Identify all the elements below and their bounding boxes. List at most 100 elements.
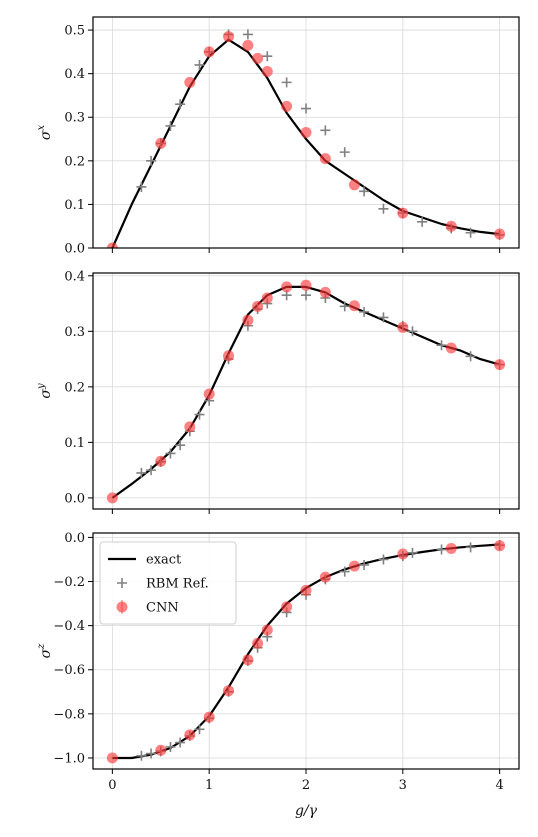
series-cnn-point xyxy=(494,540,506,552)
series-cnn-point xyxy=(348,560,360,572)
series-cnn-point xyxy=(261,292,273,304)
series-rbm-ref-point xyxy=(136,750,147,761)
series-cnn-point xyxy=(445,542,457,554)
series-rbm-ref-point xyxy=(407,547,418,558)
series-cnn-point xyxy=(155,744,167,756)
series-rbm-ref-point xyxy=(436,544,447,555)
series-rbm-ref-point xyxy=(146,155,157,166)
y-tick-label: 0.0 xyxy=(64,242,85,257)
series-cnn-point xyxy=(397,207,409,219)
series-cnn-point xyxy=(397,321,409,333)
y-tick-label: −0.6 xyxy=(53,663,85,678)
series-rbm-ref-point xyxy=(378,203,389,214)
sigma-z-panel: 0 1 2 3 4 −1.0 −0.8 −0.6 −0.4 −0.2 0.0 σz exact RBM R… xyxy=(36,531,520,793)
series-rbm-ref-point xyxy=(465,351,476,362)
series-cnn-point xyxy=(252,52,264,64)
series-cnn-point xyxy=(300,127,312,138)
series-cnn-point xyxy=(242,39,254,51)
series-rbm-ref-point xyxy=(262,51,273,62)
y-tick-label: 0.3 xyxy=(64,325,85,340)
series-rbm-ref-point xyxy=(136,181,147,192)
series-cnn-point xyxy=(106,492,118,504)
y-tick-label: −1.0 xyxy=(53,751,85,766)
series-cnn-point xyxy=(184,76,196,88)
series-cnn-point xyxy=(348,179,360,191)
series-cnn-point xyxy=(184,729,196,741)
series-rbm-ref-point xyxy=(359,559,370,570)
series-rbm-ref-point xyxy=(194,724,205,735)
y-axis-label: σx xyxy=(36,125,54,141)
sigma-x-panel: 0.0 0.1 0.2 0.3 0.4 0.5 σx xyxy=(36,16,520,257)
series-cnn-point xyxy=(494,228,506,240)
series-rbm-ref-point xyxy=(194,409,205,420)
series-rbm-ref-point xyxy=(146,748,157,759)
series-cnn-point xyxy=(319,286,331,298)
series-rbm-ref-point xyxy=(194,59,205,70)
series-cnn-point xyxy=(281,601,293,613)
legend-cnn-label: CNN xyxy=(146,601,179,616)
y-tick-label: 0.5 xyxy=(64,24,85,39)
plot-area xyxy=(106,29,506,248)
series-rbm-ref-point xyxy=(359,306,370,317)
series-cnn-point xyxy=(203,711,215,723)
series-cnn-point xyxy=(494,359,506,371)
axes-frame xyxy=(92,16,520,249)
y-tick-label: 0.1 xyxy=(64,198,85,213)
plot-area xyxy=(106,279,506,504)
series-rbm-ref-point xyxy=(465,542,476,553)
series-rbm-ref-point xyxy=(378,312,389,323)
series-cnn-point xyxy=(281,281,293,293)
series-rbm-ref-point xyxy=(339,566,350,577)
series-cnn-point xyxy=(223,685,235,697)
series-cnn-point xyxy=(252,300,264,312)
series-cnn-point xyxy=(155,455,167,467)
series-cnn-point xyxy=(445,342,457,354)
series-cnn-point xyxy=(184,421,196,433)
series-cnn-point xyxy=(106,752,118,764)
series-rbm-ref-point xyxy=(359,186,370,197)
legend-exact-label: exact xyxy=(146,553,182,568)
y-tick-label: −0.2 xyxy=(53,575,85,590)
y-tick-label: −0.8 xyxy=(53,707,85,722)
series-cnn-point xyxy=(223,31,235,43)
plot-area xyxy=(106,540,506,764)
series-cnn-point xyxy=(252,637,264,649)
series-cnn-point xyxy=(106,242,118,248)
y-tick-label: 0.2 xyxy=(64,380,85,395)
series-rbm-ref-point xyxy=(242,29,253,40)
series-exact-line xyxy=(111,38,500,248)
legend-cnn-swatch xyxy=(116,601,128,613)
series-rbm-ref-point xyxy=(320,125,331,136)
series-rbm-ref-point xyxy=(301,290,311,301)
y-tick-label: 0.0 xyxy=(64,491,85,506)
axes-frame xyxy=(92,532,520,770)
y-tick-label: 0.2 xyxy=(64,154,85,169)
series-rbm-ref-point xyxy=(417,216,428,227)
series-rbm-ref-point xyxy=(339,147,350,158)
series-cnn-point xyxy=(203,46,215,58)
series-cnn-point xyxy=(319,153,331,165)
series-rbm-ref-point xyxy=(301,103,311,114)
y-tick-label: 0.3 xyxy=(64,111,85,126)
series-cnn-point xyxy=(242,314,254,326)
series-rbm-ref-point xyxy=(165,120,176,131)
series-cnn-point xyxy=(261,624,273,636)
x-tick-label: 1 xyxy=(205,778,213,793)
x-axis-label: g/γ xyxy=(295,803,318,819)
legend-box xyxy=(99,541,237,625)
series-rbm-ref-point xyxy=(165,741,176,752)
legend-rbm-ref-swatch xyxy=(117,578,127,588)
sigma-y-panel: 0.0 0.1 0.2 0.3 0.4 σy xyxy=(36,269,520,514)
series-cnn-point xyxy=(445,220,457,232)
series-rbm-ref-point xyxy=(378,554,389,565)
series-cnn-point xyxy=(319,571,331,583)
series-cnn-point xyxy=(300,279,312,291)
series-cnn-point xyxy=(397,548,409,560)
series-cnn-point xyxy=(348,300,360,312)
series-cnn-point xyxy=(300,584,312,596)
series-rbm-ref-point xyxy=(407,326,418,337)
series-cnn-point xyxy=(261,65,273,77)
series-rbm-ref-point xyxy=(436,340,447,351)
y-tick-label: 0.4 xyxy=(64,67,85,82)
